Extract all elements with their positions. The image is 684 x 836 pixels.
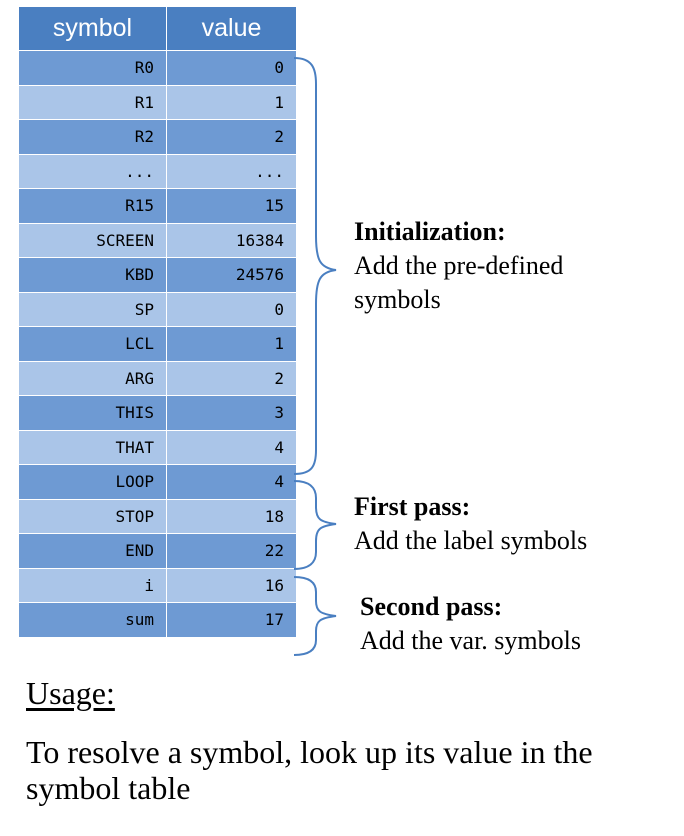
table-row: R15 15 [18,188,297,224]
table-row: R2 2 [18,119,297,155]
value-cell: 16 [166,567,297,603]
symbol-cell: LOOP [18,464,167,500]
column-header-symbol: symbol [18,6,167,51]
value-cell: 18 [166,498,297,534]
first-pass-bracket [293,480,337,570]
value-cell: 4 [166,464,297,500]
value-cell: 3 [166,395,297,431]
symbol-cell: THIS [18,395,167,431]
symbol-cell: STOP [18,498,167,534]
value-cell: 1 [166,84,297,120]
table-row: LOOP 4 [18,464,297,500]
second-pass-heading: Second pass: [360,592,503,621]
value-cell: 4 [166,429,297,465]
table-row: ARG 2 [18,360,297,396]
table-row: LCL 1 [18,326,297,362]
table-row: THIS 3 [18,395,297,431]
value-cell: 2 [166,119,297,155]
value-cell: 17 [166,602,297,638]
first-pass-heading: First pass: [354,492,471,521]
symbol-cell: sum [18,602,167,638]
symbol-table: symbol value R0 0 R1 1 R2 2...... R15 15 SCREEN 1… [18,6,297,638]
symbol-cell: SCREEN [18,222,167,258]
symbol-cell: KBD [18,257,167,293]
table-row: KBD 24576 [18,257,297,293]
first-pass-line1: Add the label symbols [354,526,588,555]
table-row: i 16 [18,567,297,603]
symbol-cell: END [18,533,167,569]
table-row: sum 17 [18,602,297,638]
table-header-row: symbol value [18,6,297,51]
value-cell: 1 [166,326,297,362]
value-cell: 24576 [166,257,297,293]
symbol-cell: SP [18,291,167,327]
initialization-bracket [293,57,337,475]
second-pass-annotation: Second pass: Add the var. symbols [360,590,581,658]
initialization-line2: symbols [354,285,441,314]
symbol-cell: R15 [18,188,167,224]
usage-text: To resolve a symbol, look up its value i… [26,734,593,806]
initialization-heading: Initialization: [354,217,506,246]
value-cell: 2 [166,360,297,396]
first-pass-annotation: First pass: Add the label symbols [354,490,587,558]
initialization-line1: Add the pre-defined [354,251,564,280]
column-header-value: value [166,6,297,51]
usage-heading: Usage: [26,675,115,711]
symbol-cell: R1 [18,84,167,120]
value-cell: 15 [166,188,297,224]
initialization-annotation: Initialization: Add the pre-defined symb… [354,215,563,317]
table-row: R1 1 [18,84,297,120]
table-row: STOP 18 [18,498,297,534]
value-cell: 0 [166,291,297,327]
table-body: R0 0 R1 1 R2 2...... R15 15 SCREEN 16384 KBD 24576 S… [18,50,297,638]
second-pass-line1: Add the var. symbols [360,626,581,655]
second-pass-bracket [293,576,337,656]
symbol-cell: R2 [18,119,167,155]
symbol-cell: ARG [18,360,167,396]
table-row: SP 0 [18,291,297,327]
symbol-cell: i [18,567,167,603]
